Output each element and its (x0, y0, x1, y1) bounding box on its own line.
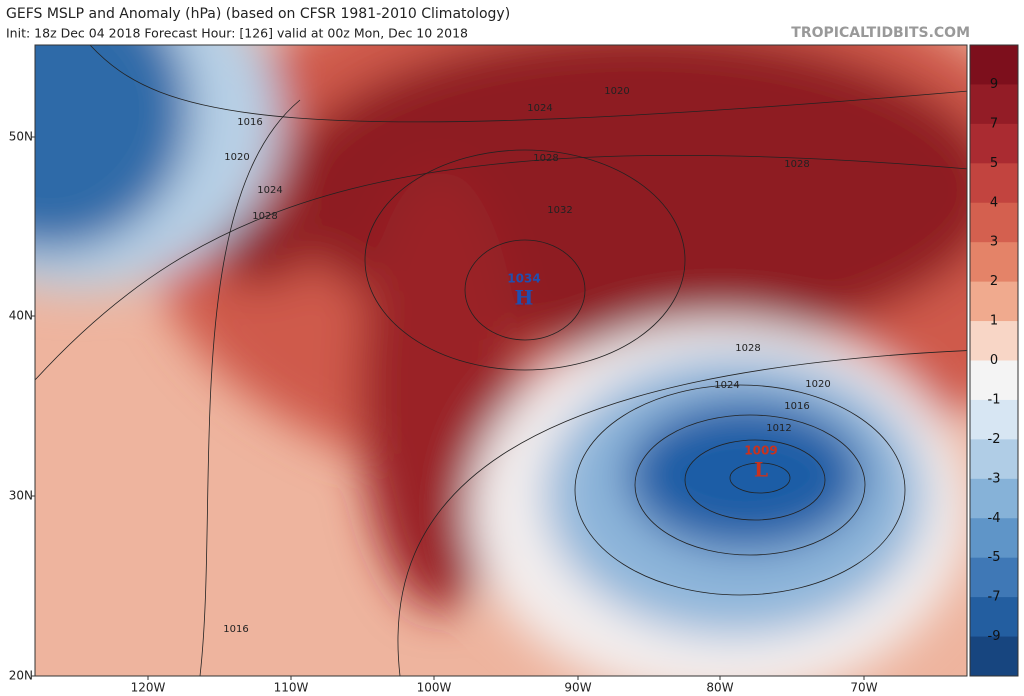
anomaly-area (35, 45, 190, 250)
colorbar-label: 9 (990, 77, 998, 92)
colorbar-label: 1 (990, 314, 998, 329)
colorbar-segment (970, 281, 1018, 322)
lon-label: 120W (131, 681, 166, 695)
anomaly-area (625, 400, 865, 550)
colorbar-label: -4 (988, 511, 1001, 526)
isobar-label: 1020 (604, 86, 629, 97)
colorbar-frame (969, 44, 1019, 677)
colorbar-segment (970, 399, 1018, 440)
isobar-label: 1028 (533, 153, 558, 164)
isobar-label: 1028 (252, 211, 277, 222)
colorbar-segment (970, 242, 1018, 283)
colorbar: 9 7 5 4 3 2 1 0 -1 -2 -3 -4 -5 -7 -9 (969, 44, 1019, 677)
colorbar-segment (970, 45, 1018, 85)
colorbar-label: 7 (990, 116, 998, 131)
colorbar-segment (970, 518, 1018, 559)
pressure-center-value: 1009 (744, 444, 777, 458)
colorbar-segment (970, 202, 1018, 243)
colorbar-label: -5 (988, 550, 1001, 565)
isobar-label: 1024 (527, 103, 552, 114)
lat-label: 40N (9, 309, 33, 323)
colorbar-label: -1 (988, 392, 1001, 407)
map-frame (34, 44, 968, 677)
colorbar-segment (970, 557, 1018, 598)
pressure-center-symbol: H (515, 286, 534, 310)
lat-label: 50N (9, 130, 33, 144)
pressure-center-value: 1034 (507, 272, 540, 286)
isobar-label: 1028 (735, 343, 760, 354)
title: GEFS MSLP and Anomaly (hPa) (based on CF… (6, 6, 510, 22)
isobar-label: 1032 (547, 205, 572, 216)
colorbar-segment (970, 360, 1018, 401)
subtitle: Init: 18z Dec 04 2018 Forecast Hour: [12… (6, 26, 468, 41)
lon-label: 100W (417, 681, 452, 695)
colorbar-label: -3 (988, 471, 1001, 486)
colorbar-label: 2 (990, 274, 998, 289)
pressure-center-symbol: L (754, 458, 768, 482)
isobars (35, 45, 967, 676)
isobar-label: 1028 (784, 159, 809, 170)
colorbar-label: 3 (990, 235, 998, 250)
lon-label: 110W (274, 681, 309, 695)
isobar-label: 1024 (257, 185, 282, 196)
colorbar-label: -9 (988, 629, 1001, 644)
isobar-label: 1016 (223, 624, 248, 635)
lat-label: 20N (9, 669, 33, 683)
colorbar-label: 0 (990, 353, 998, 368)
isobar-label: 1020 (224, 152, 249, 163)
isobar-label: 1020 (805, 379, 830, 390)
isobar-label: 1024 (714, 380, 739, 391)
colorbar-segment (970, 84, 1018, 125)
isobar-label: 1012 (766, 423, 791, 434)
colorbar-label: -7 (988, 590, 1001, 605)
colorbar-segment (970, 163, 1018, 204)
lat-label: 30N (9, 489, 33, 503)
colorbar-label: -2 (988, 432, 1001, 447)
isobar-label: 1016 (784, 401, 809, 412)
colorbar-segment (970, 439, 1018, 480)
colorbar-segment (970, 597, 1018, 638)
lon-label: 70W (850, 681, 877, 695)
colorbar-label: 5 (990, 156, 998, 171)
colorbar-segment (970, 478, 1018, 519)
lon-label: 90W (564, 681, 591, 695)
colorbar-segment (970, 321, 1018, 361)
colorbar-label: 4 (990, 195, 998, 210)
isobar-label: 1016 (237, 117, 262, 128)
map-labels: 50N 40N 30N 20N 120W 110W 100W 90W 80W 70W 1016 102… (9, 86, 878, 695)
colorbar-segment (970, 636, 1018, 677)
lon-label: 80W (706, 681, 733, 695)
colorbar-segment (970, 123, 1018, 164)
credit: TROPICALTIDBITS.COM (791, 25, 970, 41)
